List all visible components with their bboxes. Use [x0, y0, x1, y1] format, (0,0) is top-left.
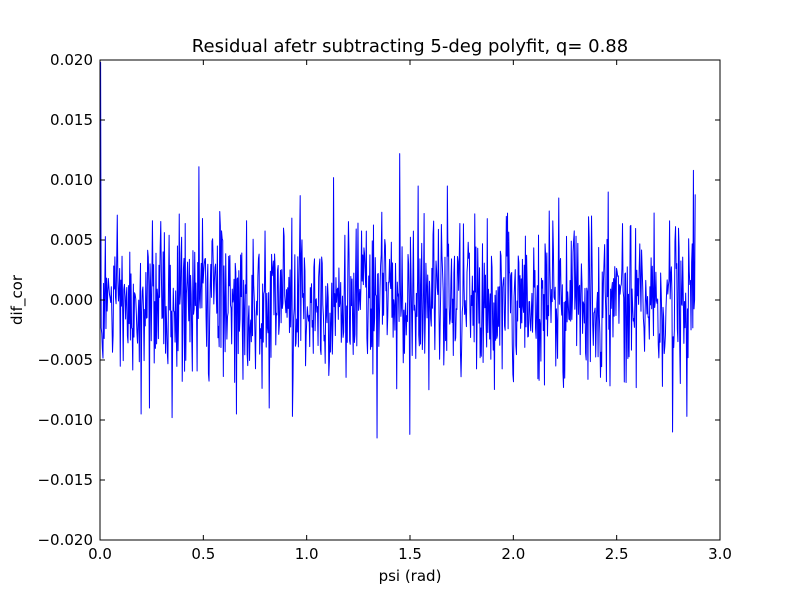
x-tick-label: 2.5: [605, 545, 629, 563]
y-tick-label: 0.005: [50, 231, 93, 249]
x-axis-label: psi (rad): [379, 567, 442, 585]
series-layer: [99, 61, 696, 439]
y-tick-label: −0.020: [37, 531, 93, 549]
y-tick-label: −0.015: [37, 471, 93, 489]
y-axis-label: dif_cor: [8, 274, 27, 325]
y-tick-label: −0.010: [37, 411, 93, 429]
y-tick-label: 0.010: [50, 171, 93, 189]
series-line: [99, 61, 696, 439]
y-tick-label: 0.020: [50, 51, 93, 69]
x-tick-label: 2.0: [501, 545, 525, 563]
y-tick-label: 0.015: [50, 111, 93, 129]
x-tick-label: 1.5: [398, 545, 422, 563]
x-tick-label: 0.5: [191, 545, 215, 563]
x-tick-label: 1.0: [295, 545, 319, 563]
y-tick-label: −0.005: [37, 351, 93, 369]
chart-title: Residual afetr subtracting 5-deg polyfit…: [192, 36, 628, 57]
y-tick-label: 0.000: [50, 291, 93, 309]
x-tick-label: 3.0: [708, 545, 732, 563]
y-axis-ticks: −0.020 −0.015 −0.010 −0.005 0.000 0.005 0.010 0…: [37, 51, 720, 549]
x-axis-ticks: 0.0 0.5 1.0 1.5 2.0 2.5 3.0: [88, 60, 732, 563]
x-tick-label: 0.0: [88, 545, 112, 563]
